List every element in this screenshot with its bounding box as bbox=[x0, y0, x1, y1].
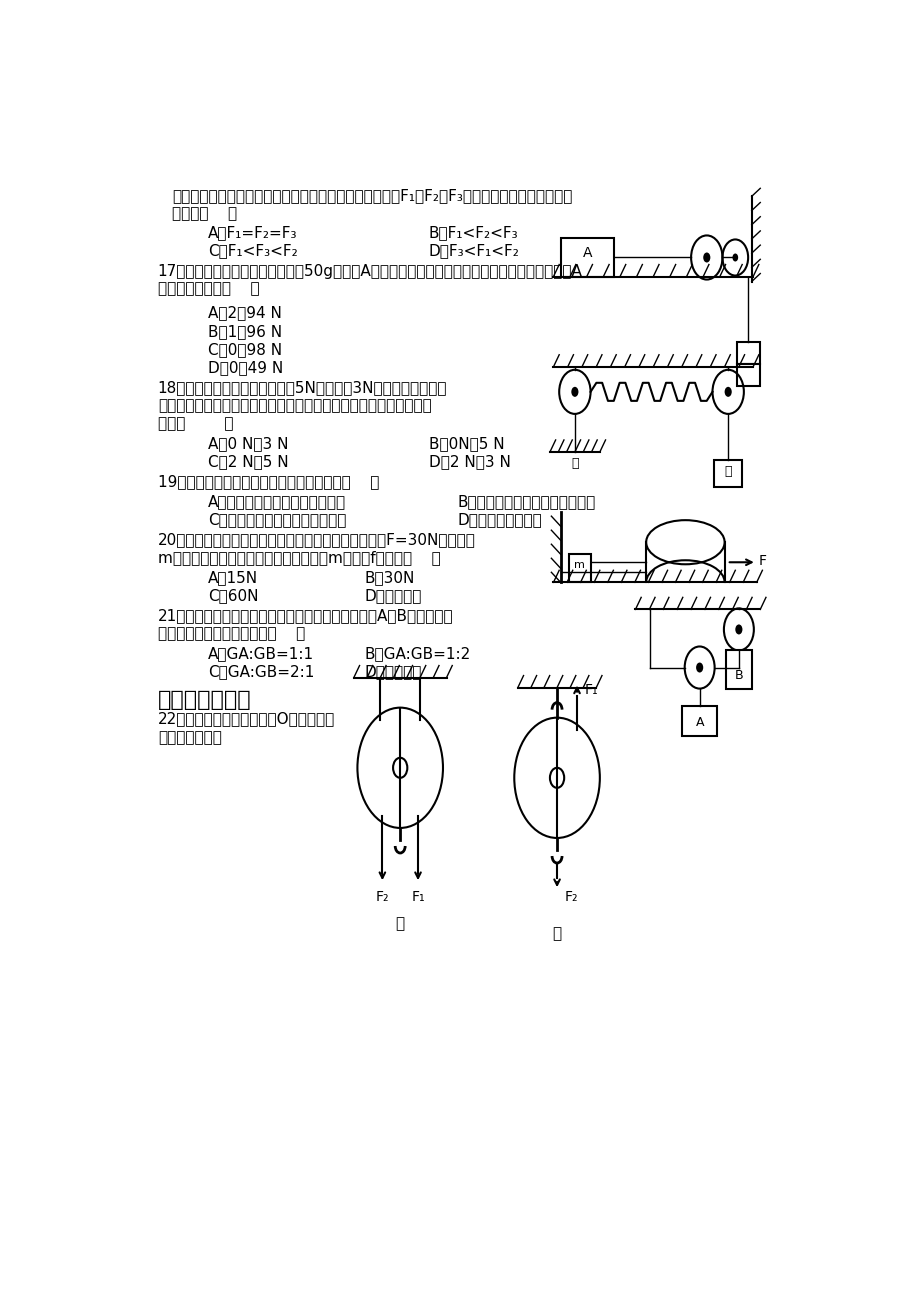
Text: D．不好判断: D．不好判断 bbox=[364, 589, 422, 603]
Text: 22、标出甲、乙滑轮的支点O，并画出动: 22、标出甲、乙滑轮的支点O，并画出动 bbox=[158, 712, 335, 727]
Text: F₂: F₂ bbox=[563, 891, 577, 904]
Text: A．F₁=F₂=F₃: A．F₁=F₂=F₃ bbox=[208, 225, 297, 241]
Text: F: F bbox=[757, 555, 766, 568]
Text: B．GA:GB=1:2: B．GA:GB=1:2 bbox=[364, 647, 471, 661]
Text: 乙: 乙 bbox=[723, 465, 732, 478]
Text: B．费力杠杆，可改变力作用方向: B．费力杠杆，可改变力作用方向 bbox=[457, 493, 595, 509]
Text: 三、我来画一画: 三、我来画一画 bbox=[158, 690, 251, 710]
Text: 同一重物在相同的水平面上做匀速直线运动，拉力分别为F₁、F₂、F₃，比较它们的大小，其中正: 同一重物在相同的水平面上做匀速直线运动，拉力分别为F₁、F₂、F₃，比较它们的大… bbox=[172, 189, 572, 203]
Text: 甲: 甲 bbox=[571, 457, 578, 470]
Text: 19．旗杆顶上的滑轮，其作用叙述正确的是（    ）: 19．旗杆顶上的滑轮，其作用叙述正确的是（ ） bbox=[158, 474, 379, 490]
Circle shape bbox=[732, 254, 737, 262]
Circle shape bbox=[696, 663, 702, 673]
Text: F₂: F₂ bbox=[375, 891, 389, 904]
Text: 20．如图所示，不计滑轮质量及转动摩擦，当水平拉力F=30N时，物体: 20．如图所示，不计滑轮质量及转动摩擦，当水平拉力F=30N时，物体 bbox=[158, 533, 475, 547]
Text: B．30N: B．30N bbox=[364, 570, 414, 586]
Text: C．0．98 N: C．0．98 N bbox=[208, 341, 281, 357]
Text: D．2 N，3 N: D．2 N，3 N bbox=[428, 454, 510, 469]
Bar bbox=[560, 238, 613, 276]
Text: D．不好判断: D．不好判断 bbox=[364, 664, 422, 680]
Text: D．以上说法都正确: D．以上说法都正确 bbox=[457, 512, 541, 527]
Text: A．0 N，3 N: A．0 N，3 N bbox=[208, 436, 288, 450]
Text: 能静止，则两物重力关系为（    ）: 能静止，则两物重力关系为（ ） bbox=[158, 626, 305, 642]
Bar bbox=[736, 363, 759, 385]
Text: B．0N，5 N: B．0N，5 N bbox=[428, 436, 504, 450]
Text: A．省力杠杆，可改变力作用方向: A．省力杠杆，可改变力作用方向 bbox=[208, 493, 346, 509]
Bar bbox=[736, 341, 759, 363]
Text: B．1．96 N: B．1．96 N bbox=[208, 324, 281, 339]
Text: C．F₁<F₃<F₂: C．F₁<F₃<F₂ bbox=[208, 243, 297, 259]
Text: 确的是（    ）: 确的是（ ） bbox=[172, 207, 237, 221]
Text: 受到的摩擦力是（    ）: 受到的摩擦力是（ ） bbox=[158, 281, 259, 297]
Text: C．60N: C．60N bbox=[208, 589, 258, 603]
Text: 18．如图所示的装置中，甲物重5N，乙物重3N。甲、乙均保持静: 18．如图所示的装置中，甲物重5N，乙物重3N。甲、乙均保持静 bbox=[158, 380, 447, 395]
Bar bbox=[569, 555, 590, 582]
Text: 21．如图所示的滑轮组中，不计滑轮质量，分别挂上A、B两物体后恰: 21．如图所示的滑轮组中，不计滑轮质量，分别挂上A、B两物体后恰 bbox=[158, 608, 453, 624]
Text: A．GA:GB=1:1: A．GA:GB=1:1 bbox=[208, 647, 313, 661]
Text: F₁: F₁ bbox=[411, 891, 425, 904]
Text: C．等臂杠杆，可改变力作用方向: C．等臂杠杆，可改变力作用方向 bbox=[208, 512, 346, 527]
Text: D．F₃<F₁<F₂: D．F₃<F₁<F₂ bbox=[428, 243, 519, 259]
Text: A: A bbox=[583, 246, 592, 260]
Text: B: B bbox=[733, 668, 743, 681]
Text: m: m bbox=[573, 560, 584, 570]
Text: C．2 N，5 N: C．2 N，5 N bbox=[208, 454, 288, 469]
Circle shape bbox=[724, 387, 731, 397]
Bar bbox=[725, 651, 751, 689]
Text: 甲: 甲 bbox=[395, 917, 404, 931]
Text: F₁: F₁ bbox=[584, 682, 597, 697]
Ellipse shape bbox=[645, 521, 724, 564]
Text: A: A bbox=[695, 716, 703, 729]
Circle shape bbox=[734, 625, 742, 634]
Text: 力臂和阻力臂。: 力臂和阻力臂。 bbox=[158, 729, 221, 745]
Bar bbox=[681, 706, 717, 736]
Text: B．F₁<F₂<F₃: B．F₁<F₂<F₃ bbox=[428, 225, 517, 241]
Text: A．2．94 N: A．2．94 N bbox=[208, 306, 281, 320]
Text: 别是（        ）: 别是（ ） bbox=[158, 415, 233, 431]
Text: A．15N: A．15N bbox=[208, 570, 257, 586]
Text: m恰能沿水平作匀速运动。则地面对物体m的阻力f大小是（    ）: m恰能沿水平作匀速运动。则地面对物体m的阻力f大小是（ ） bbox=[158, 551, 440, 565]
Text: D．0．49 N: D．0．49 N bbox=[208, 359, 283, 375]
Text: C．GA:GB=2:1: C．GA:GB=2:1 bbox=[208, 664, 313, 680]
Text: 17．如图所示，每个钩码的质量是50g，滑块A在钩码的作用下恰能沿水平面匀速滑动，那么滑块A: 17．如图所示，每个钩码的质量是50g，滑块A在钩码的作用下恰能沿水平面匀速滑动… bbox=[158, 263, 582, 279]
Text: 乙: 乙 bbox=[552, 926, 561, 941]
Text: 止状态，不计弹簧测力计自重则甲受到的合力和弹簧测力计的示数分: 止状态，不计弹簧测力计自重则甲受到的合力和弹簧测力计的示数分 bbox=[158, 398, 431, 413]
Circle shape bbox=[571, 387, 578, 397]
Bar bbox=[713, 460, 742, 487]
Circle shape bbox=[702, 253, 709, 263]
